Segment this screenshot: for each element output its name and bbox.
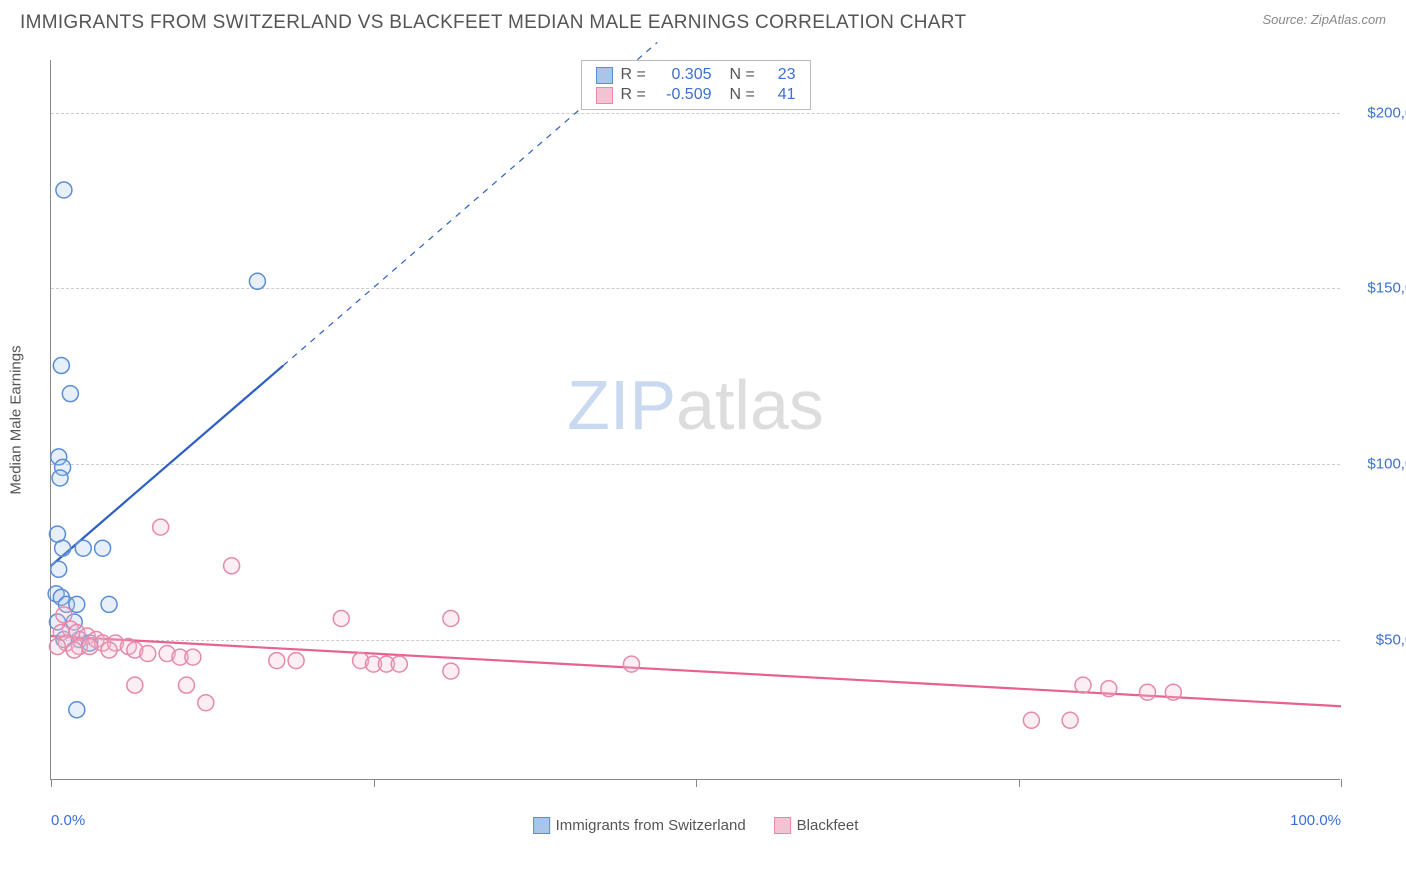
x-tick: [696, 779, 697, 787]
y-axis-label: Median Male Earnings: [8, 345, 25, 494]
legend-n-value-1: 41: [766, 86, 796, 104]
data-point-series-0: [62, 386, 78, 402]
data-point-series-1: [101, 642, 117, 658]
legend-n-value-0: 23: [766, 66, 796, 84]
data-point-series-1: [1165, 684, 1181, 700]
data-point-series-0: [55, 540, 71, 556]
data-point-series-1: [49, 639, 65, 655]
legend-row-series-1: R = -0.509 N = 41: [596, 85, 796, 105]
data-point-series-0: [69, 702, 85, 718]
data-point-series-1: [198, 695, 214, 711]
source-attribution: Source: ZipAtlas.com: [1262, 12, 1386, 27]
data-point-series-1: [1075, 677, 1091, 693]
legend-row-series-0: R = 0.305 N = 23: [596, 65, 796, 85]
data-point-series-1: [391, 656, 407, 672]
data-point-series-1: [127, 677, 143, 693]
legend-swatch-1: [596, 87, 613, 104]
legend-r-label: R =: [621, 86, 649, 104]
data-point-series-0: [101, 596, 117, 612]
data-point-series-1: [333, 610, 349, 626]
data-point-series-1: [140, 646, 156, 662]
data-point-series-1: [153, 519, 169, 535]
y-tick-label: $150,000: [1350, 280, 1406, 297]
legend-swatch-0: [596, 67, 613, 84]
data-point-series-1: [1101, 681, 1117, 697]
data-point-series-0: [51, 561, 67, 577]
data-point-series-1: [624, 656, 640, 672]
legend-swatch-bottom-0: [533, 817, 550, 834]
data-point-series-1: [178, 677, 194, 693]
data-point-series-0: [75, 540, 91, 556]
legend-n-label: N =: [730, 86, 758, 104]
x-tick: [1019, 779, 1020, 787]
y-tick-label: $200,000: [1350, 104, 1406, 121]
legend-r-label: R =: [621, 66, 649, 84]
x-tick: [374, 779, 375, 787]
regression-line-0: [51, 366, 283, 566]
legend-item-1: Blackfeet: [774, 817, 859, 834]
data-point-series-1: [288, 653, 304, 669]
data-point-series-1: [443, 610, 459, 626]
legend-label-1: Blackfeet: [797, 817, 859, 834]
data-point-series-1: [1023, 712, 1039, 728]
data-point-series-1: [66, 642, 82, 658]
data-point-series-0: [249, 273, 265, 289]
data-point-series-0: [56, 182, 72, 198]
data-point-series-1: [1062, 712, 1078, 728]
legend-r-value-1: -0.509: [657, 86, 712, 104]
scatter-plot-svg: [51, 60, 1340, 779]
data-point-series-1: [224, 558, 240, 574]
data-point-series-0: [53, 358, 69, 374]
y-tick-label: $50,000: [1350, 631, 1406, 648]
chart-plot-area: Median Male Earnings ZIPatlas $50,000$10…: [50, 60, 1340, 780]
data-point-series-0: [52, 470, 68, 486]
legend-swatch-bottom-1: [774, 817, 791, 834]
legend-r-value-0: 0.305: [657, 66, 712, 84]
data-point-series-0: [95, 540, 111, 556]
legend-label-0: Immigrants from Switzerland: [556, 817, 746, 834]
data-point-series-1: [443, 663, 459, 679]
x-tick-label: 0.0%: [51, 812, 85, 829]
x-tick: [51, 779, 52, 787]
legend-item-0: Immigrants from Switzerland: [533, 817, 746, 834]
x-tick: [1341, 779, 1342, 787]
data-point-series-1: [269, 653, 285, 669]
correlation-legend: R = 0.305 N = 23 R = -0.509 N = 41: [581, 60, 811, 110]
x-tick-label: 100.0%: [1290, 812, 1341, 829]
legend-n-label: N =: [730, 66, 758, 84]
series-legend: Immigrants from Switzerland Blackfeet: [533, 817, 859, 834]
y-tick-label: $100,000: [1350, 455, 1406, 472]
data-point-series-1: [82, 639, 98, 655]
data-point-series-1: [185, 649, 201, 665]
data-point-series-1: [1140, 684, 1156, 700]
chart-title: IMMIGRANTS FROM SWITZERLAND VS BLACKFEET…: [20, 12, 966, 34]
data-point-series-0: [69, 596, 85, 612]
